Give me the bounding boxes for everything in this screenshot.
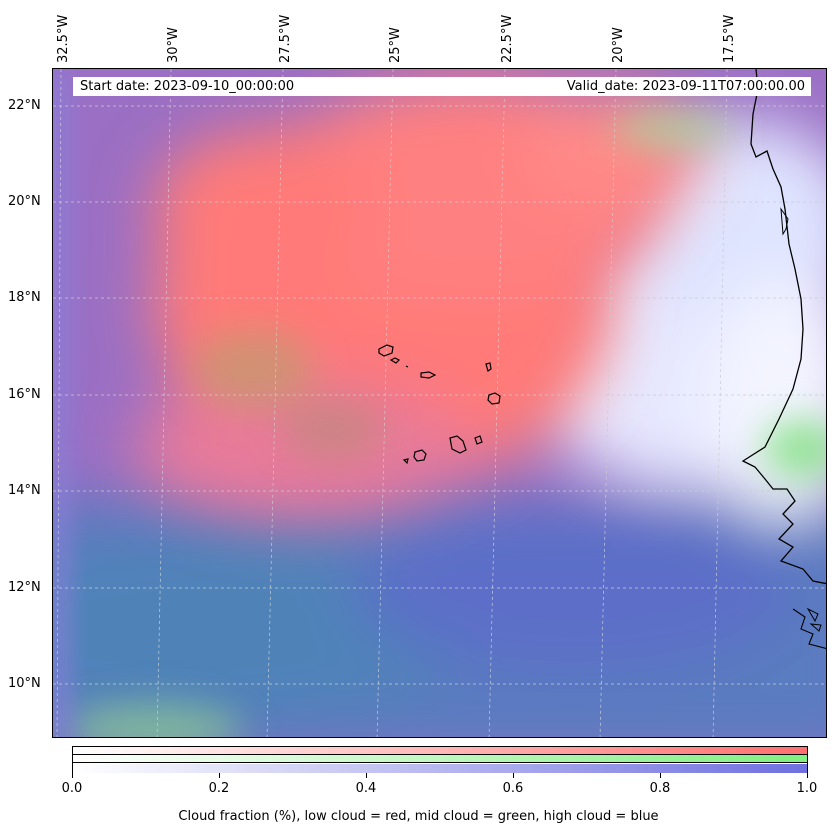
lat-label-20n: 20°N: [8, 194, 41, 209]
lon-label-27-5w: 27.5°W: [278, 14, 293, 63]
lon-label-17-5w: 17.5°W: [722, 14, 737, 63]
west-africa-coastline: [741, 69, 826, 585]
start-date-label: Start date: 2023-09-10_00:00:00: [80, 79, 295, 94]
colorbar-tick-0: 0.0: [61, 781, 83, 796]
lon-label-30w: 30°W: [166, 27, 181, 63]
colorbar-tick-3: 0.6: [502, 781, 524, 796]
low-cloud-layer: [133, 79, 703, 519]
colorbar-high-cloud: [73, 764, 807, 773]
lon-label-25w: 25°W: [388, 27, 403, 63]
lon-label-32-5w: 32.5°W: [56, 14, 71, 63]
lat-label-10n: 10°N: [8, 676, 41, 691]
date-info-bar: Start date: 2023-09-10_00:00:00 Valid_da…: [73, 77, 811, 96]
colorbar-tick-5: 1.0: [796, 781, 818, 796]
lat-label-12n: 12°N: [8, 580, 41, 595]
lon-label-20w: 20°W: [611, 27, 626, 63]
guinea-coastline: [792, 608, 826, 650]
colorbar-tick-4: 0.8: [649, 781, 671, 796]
valid-date-label: Valid_date: 2023-09-11T07:00:00.00: [566, 79, 805, 94]
cloud-fraction-map: [53, 69, 826, 737]
lat-label-16n: 16°N: [8, 387, 41, 402]
graticule: [53, 69, 826, 737]
colorbar-tick-1: 0.2: [208, 781, 230, 796]
map-panel: Start date: 2023-09-10_00:00:00 Valid_da…: [52, 68, 827, 738]
mid-cloud-layer: [63, 111, 826, 737]
lat-label-14n: 14°N: [8, 483, 41, 498]
colorbar-tick-2: 0.4: [355, 781, 377, 796]
colorbar-caption: Cloud fraction (%), low cloud = red, mid…: [178, 809, 659, 824]
lon-label-22-5w: 22.5°W: [500, 14, 515, 63]
colorbar-mid-cloud: [73, 755, 807, 763]
lat-label-22n: 22°N: [8, 98, 41, 113]
cape-verde-islands: [378, 344, 501, 465]
lat-label-18n: 18°N: [8, 290, 41, 305]
colorbar-low-cloud: [73, 747, 807, 755]
colorbar: [72, 746, 808, 773]
